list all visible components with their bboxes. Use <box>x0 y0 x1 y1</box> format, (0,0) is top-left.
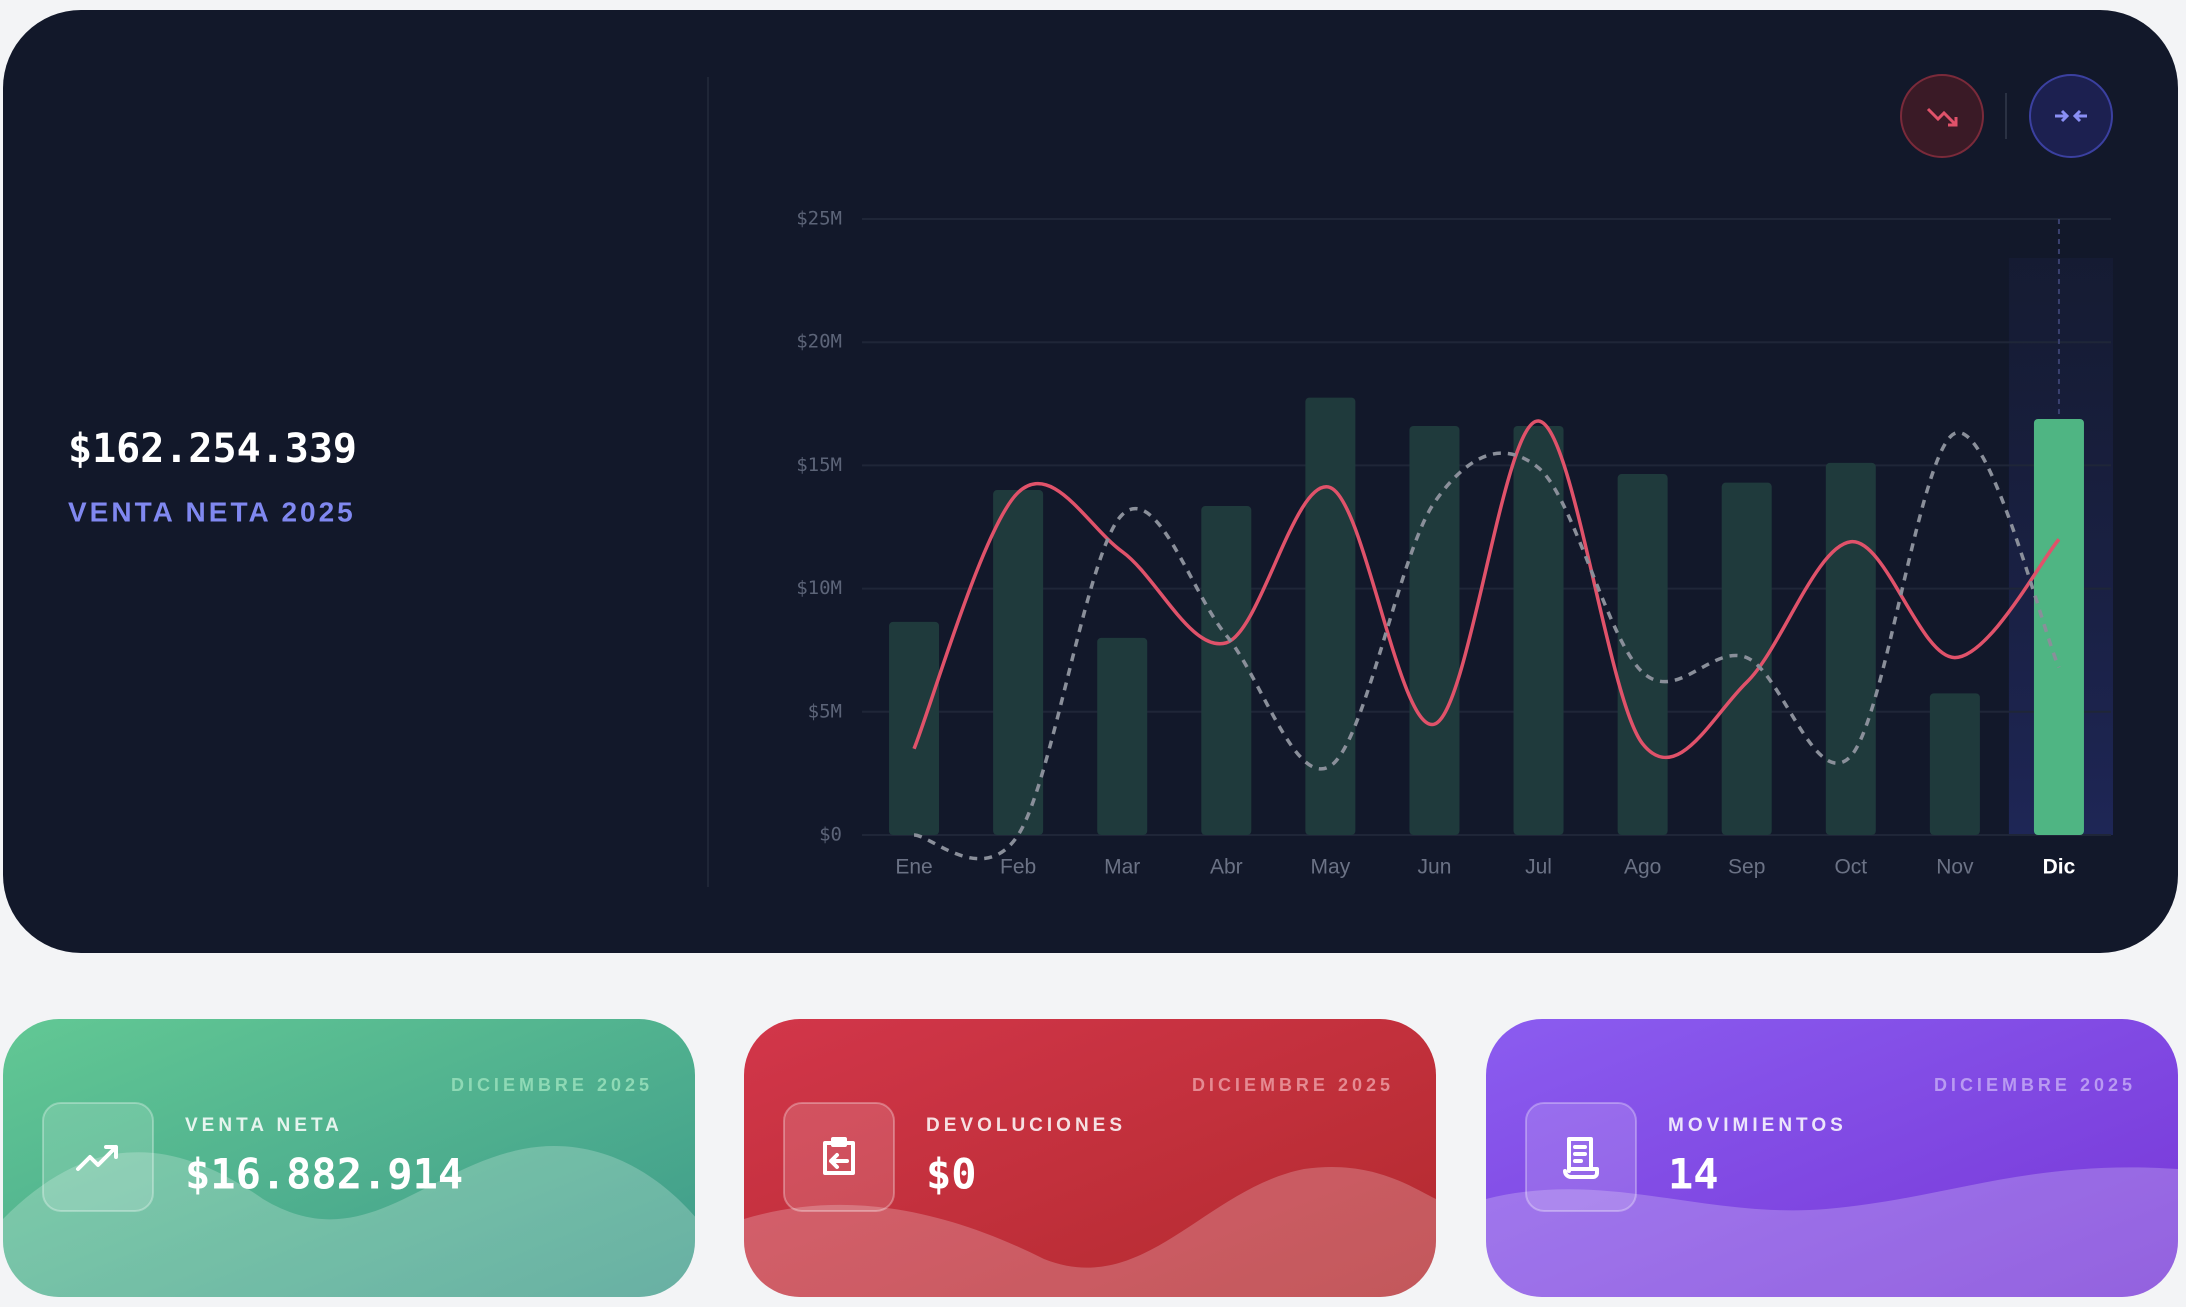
bar <box>1409 425 1460 835</box>
stat-card: DICIEMBRE 2025 VENTA NETA $16.882.914 <box>3 1019 695 1297</box>
x-tick-label: Oct <box>1834 856 1867 879</box>
compare-icon <box>2055 109 2087 123</box>
bar <box>1929 693 1980 835</box>
card-label: VENTA NETA <box>185 1115 343 1136</box>
card-wave <box>744 1166 1436 1297</box>
card-bg <box>3 1019 695 1297</box>
stat-card: DICIEMBRE 2025 DEVOLUCIONES $0 <box>744 1019 1436 1297</box>
bar <box>993 490 1044 835</box>
x-tick-label: Dic <box>2043 856 2076 879</box>
y-tick-label: $0 <box>819 824 842 846</box>
card-icon-box <box>42 1102 154 1212</box>
dashed-line <box>913 431 2061 861</box>
bar <box>1617 474 1668 835</box>
card-icon-box <box>1525 1102 1637 1212</box>
x-tick-label: Jul <box>1525 856 1552 879</box>
x-tick-label: Mar <box>1104 856 1140 879</box>
card-bg <box>1486 1019 2178 1297</box>
bar <box>2033 419 2084 835</box>
card-label: MOVIMIENTOS <box>1668 1115 1847 1136</box>
y-tick-label: $10M <box>796 577 842 599</box>
card-icon <box>1563 1137 1599 1179</box>
trend-icon <box>1926 107 1958 127</box>
card-period: DICIEMBRE 2025 <box>1192 1075 1394 1095</box>
bar <box>1097 637 1148 835</box>
bar <box>1513 425 1564 835</box>
x-tick-label: Ago <box>1624 856 1661 879</box>
card-label: DEVOLUCIONES <box>926 1115 1126 1136</box>
bar <box>1825 462 1876 835</box>
y-tick-label: $5M <box>808 700 842 722</box>
bar <box>889 621 940 835</box>
y-tick-label: $20M <box>796 331 842 353</box>
card-period: DICIEMBRE 2025 <box>451 1075 653 1095</box>
card-wave <box>1486 1167 2178 1297</box>
y-tick-label: $25M <box>796 208 842 230</box>
y-tick-label: $15M <box>796 454 842 476</box>
x-tick-label: Nov <box>1936 856 1974 879</box>
bar <box>1305 397 1356 835</box>
card-icon <box>76 1145 118 1171</box>
x-tick-label: Ene <box>895 856 932 879</box>
card-value: 14 <box>1668 1150 1719 1199</box>
card-value: $16.882.914 <box>185 1150 463 1199</box>
total-label: VENTA NETA 2025 <box>68 496 356 527</box>
stat-card: DICIEMBRE 2025 MOVIMIENTOS 14 <box>1486 1019 2178 1297</box>
compare-button[interactable] <box>2029 74 2113 158</box>
card-value: $0 <box>926 1150 977 1199</box>
x-tick-label: Abr <box>1210 856 1243 879</box>
line <box>912 419 2061 760</box>
x-tick-label: Feb <box>1000 856 1036 879</box>
bar <box>1201 506 1252 835</box>
card-icon-box <box>783 1102 895 1212</box>
card-period: DICIEMBRE 2025 <box>1934 1075 2136 1095</box>
card-wave <box>3 1146 695 1297</box>
total-value: $162.254.339 <box>68 426 357 472</box>
x-tick-label: Sep <box>1728 856 1765 879</box>
card-icon <box>823 1137 855 1175</box>
x-tick-label: May <box>1311 856 1351 879</box>
x-tick-label: Jun <box>1418 856 1452 879</box>
card-bg <box>744 1019 1436 1297</box>
